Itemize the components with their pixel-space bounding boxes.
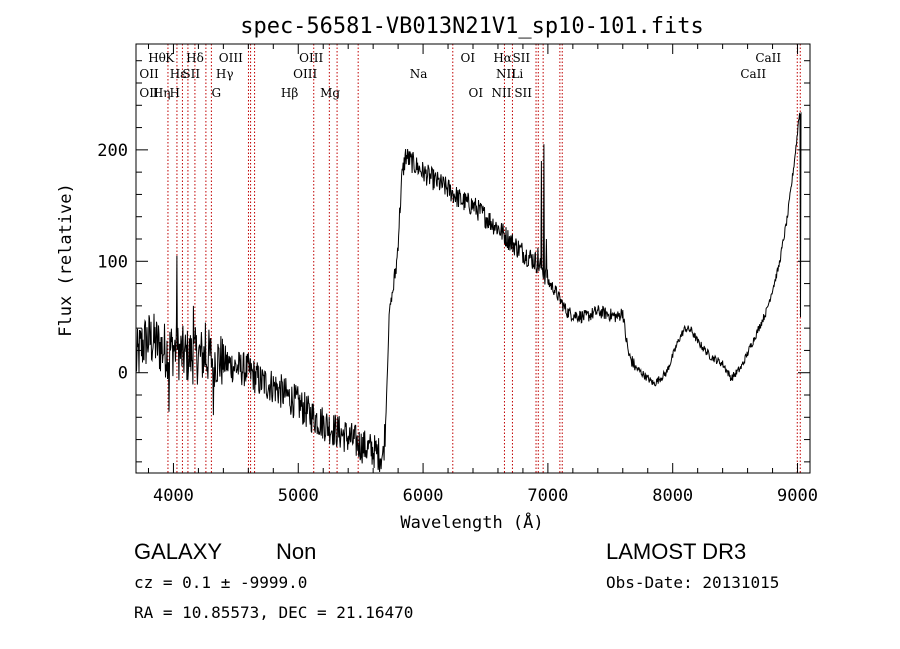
x-axis-label: Wavelength (Å) <box>400 511 543 533</box>
line-label: Hθ <box>148 51 166 65</box>
line-label: CaII <box>755 51 781 65</box>
line-label: K <box>165 51 175 65</box>
line-label: SII <box>512 51 530 65</box>
line-label: Hε <box>170 67 187 81</box>
line-label: CaII <box>740 67 766 81</box>
line-label: Hη <box>153 86 171 100</box>
chart-title: spec-56581-VB013N21V1_sp10-101.fits <box>240 14 704 39</box>
x-tick-label: 5000 <box>278 486 319 506</box>
line-label: Li <box>511 67 523 81</box>
line-label: SII <box>182 67 200 81</box>
y-tick-label: 200 <box>97 141 128 161</box>
y-tick-label: 0 <box>118 364 128 384</box>
line-label: Mg <box>320 86 340 100</box>
line-label: OIII <box>299 51 323 65</box>
line-label: Hα <box>493 51 512 65</box>
object-class: GALAXY <box>134 539 223 564</box>
x-tick-label: 8000 <box>652 486 693 506</box>
y-axis-ticks: 0 100 200 <box>97 60 810 463</box>
line-label: SII <box>514 86 532 100</box>
plot-frame <box>135 43 811 474</box>
line-label: OIII <box>293 67 317 81</box>
spectrum-series <box>135 112 802 473</box>
survey-name: LAMOST DR3 <box>606 539 747 564</box>
y-tick-label: 100 <box>97 252 128 272</box>
line-label: OIII <box>219 51 243 65</box>
redshift-line: cz = 0.1 ± -9999.0 <box>134 573 308 592</box>
object-subclass: Non <box>276 539 317 564</box>
line-label: Na <box>410 67 428 81</box>
line-label: NII <box>496 67 516 81</box>
coordinates: RA = 10.85573, DEC = 21.16470 <box>134 603 414 622</box>
line-label: H <box>169 86 179 100</box>
x-tick-label: 6000 <box>403 486 444 506</box>
x-tick-label: 9000 <box>777 486 818 506</box>
spectrum-line <box>135 112 802 473</box>
line-label: Hγ <box>216 67 234 81</box>
line-label: Hδ <box>186 51 204 65</box>
x-axis-ticks: 4000 5000 6000 7000 8000 9000 <box>147 44 818 506</box>
emission-line-markers <box>167 44 801 473</box>
line-label: Hβ <box>281 86 298 100</box>
line-label: OII <box>139 67 159 81</box>
line-label: G <box>212 86 222 100</box>
line-label: OI <box>461 51 476 65</box>
line-label: OI <box>469 86 484 100</box>
line-label: OII <box>139 86 159 100</box>
x-tick-label: 7000 <box>527 486 568 506</box>
obs-date: Obs-Date: 20131015 <box>606 573 780 592</box>
x-tick-label: 4000 <box>153 486 194 506</box>
y-axis-label: Flux (relative) <box>56 183 76 337</box>
line-label: NII <box>491 86 511 100</box>
